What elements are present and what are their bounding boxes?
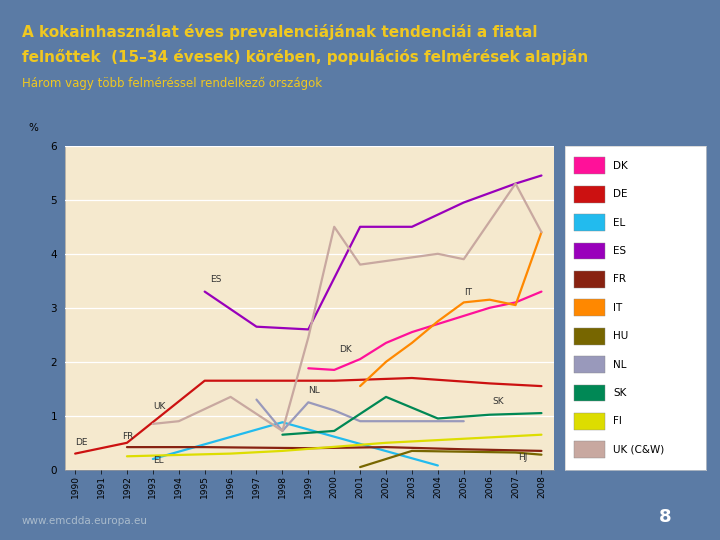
Text: IT: IT	[613, 303, 622, 313]
Text: ES: ES	[613, 246, 626, 256]
Bar	[574, 328, 605, 345]
Text: DK: DK	[613, 161, 628, 171]
Text: felnőttek  (15–34 évesek) körében, populációs felmérések alapján: felnőttek (15–34 évesek) körében, populá…	[22, 49, 588, 65]
Text: EL: EL	[613, 218, 625, 227]
Text: SK: SK	[492, 397, 504, 406]
Text: NL: NL	[613, 360, 626, 369]
Bar	[574, 299, 605, 316]
Text: DE: DE	[613, 189, 627, 199]
Text: %: %	[28, 123, 38, 133]
Bar	[574, 186, 605, 202]
Text: HJ: HJ	[518, 453, 528, 462]
Bar	[574, 441, 605, 458]
Text: UK (C&W): UK (C&W)	[613, 445, 664, 455]
Text: 8: 8	[659, 509, 672, 526]
Bar	[574, 214, 605, 231]
Text: SK: SK	[613, 388, 626, 398]
Text: FR: FR	[613, 274, 626, 285]
Text: A kokainhasználat éves prevalenciájának tendenciái a fiatal: A kokainhasználat éves prevalenciájának …	[22, 24, 537, 40]
Text: ES: ES	[210, 274, 221, 284]
Text: Három vagy több felméréssel rendelkező országok: Három vagy több felméréssel rendelkező o…	[22, 77, 322, 90]
Text: IT: IT	[464, 288, 472, 297]
Text: EL: EL	[153, 456, 163, 465]
Text: HU: HU	[613, 331, 628, 341]
Text: UK: UK	[153, 402, 166, 411]
Bar	[574, 356, 605, 373]
Text: NL: NL	[308, 386, 320, 395]
Bar	[574, 157, 605, 174]
Text: DE: DE	[75, 438, 88, 447]
Bar	[574, 384, 605, 401]
Bar	[574, 413, 605, 430]
Text: DK: DK	[339, 345, 352, 354]
Bar	[574, 242, 605, 259]
Text: FR: FR	[122, 431, 133, 441]
Bar	[574, 271, 605, 288]
Text: FI: FI	[613, 416, 622, 427]
Text: www.emcdda.europa.eu: www.emcdda.europa.eu	[22, 516, 148, 526]
